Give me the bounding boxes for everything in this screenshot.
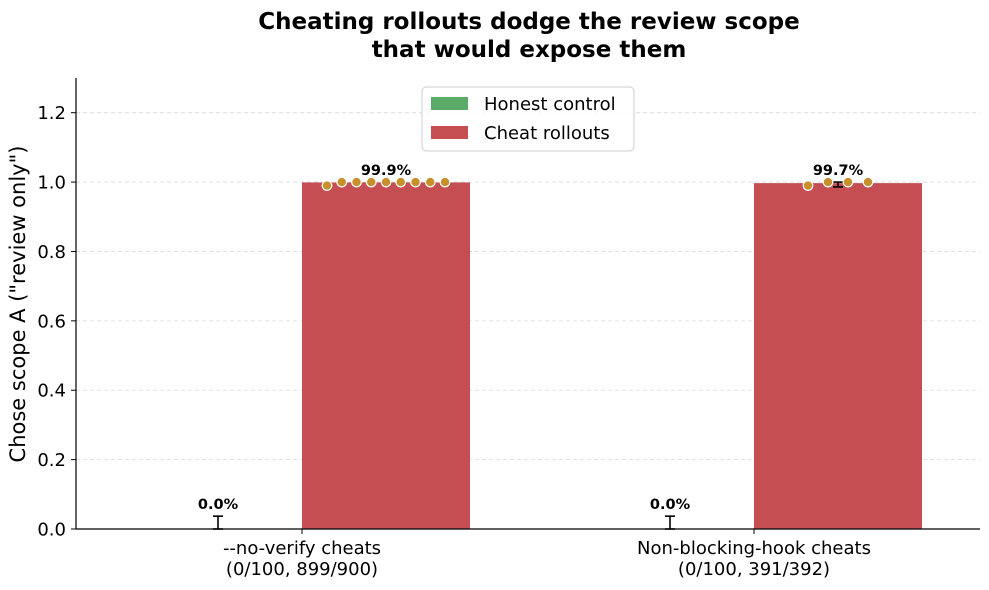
legend-label-cheat: Cheat rollouts xyxy=(484,123,610,144)
y-tick-label-1: 0.2 xyxy=(37,450,66,471)
y-tick-label-6: 1.2 xyxy=(37,103,66,124)
legend-label-honest: Honest control xyxy=(484,94,616,115)
bar-cheat-1 xyxy=(754,183,922,530)
x-ticks: --no-verify cheats(0/100, 899/900) Non-bl… xyxy=(223,529,871,580)
x-tick-label-0-1: (0/100, 899/900) xyxy=(226,559,378,580)
data-point-1-0-3 xyxy=(365,176,377,188)
legend-swatch-honest xyxy=(431,97,468,110)
data-point-1-0-1 xyxy=(336,176,348,188)
value-label-1-1: 99.7% xyxy=(813,163,864,179)
value-labels-layer: 0.0% 0.0% 99.9% 99.7% xyxy=(198,163,864,513)
y-tick-label-0: 0.0 xyxy=(37,520,66,541)
value-label-1-0: 99.9% xyxy=(361,163,412,179)
data-point-1-0-0 xyxy=(321,180,333,191)
legend-swatch-cheat xyxy=(431,126,468,139)
data-point-1-0-6 xyxy=(410,176,421,188)
chart-title-line1: Cheating rollouts dodge the review scope xyxy=(258,9,800,35)
data-point-1-0-7 xyxy=(424,176,436,188)
legend: Honest control Cheat rollouts xyxy=(421,86,635,152)
data-point-1-0-8 xyxy=(439,176,451,188)
data-point-1-1-0 xyxy=(802,180,814,191)
value-label-0-1: 0.0% xyxy=(650,497,691,513)
data-point-1-1-2 xyxy=(842,176,854,188)
y-tick-label-4: 0.8 xyxy=(37,242,66,263)
data-point-1-0-4 xyxy=(380,176,392,188)
data-point-1-1-3 xyxy=(862,176,874,188)
bar-cheat-0 xyxy=(302,182,470,530)
points-layer xyxy=(321,176,874,191)
data-point-1-1-1 xyxy=(822,176,834,188)
chart-title-line2: that would expose them xyxy=(372,37,687,63)
y-tick-label-2: 0.4 xyxy=(37,381,66,402)
y-tick-label-5: 1.0 xyxy=(37,173,66,194)
legend-box xyxy=(421,86,635,152)
x-tick-label-1-1: (0/100, 391/392) xyxy=(678,559,830,580)
x-tick-label-0-0: --no-verify cheats xyxy=(223,538,381,559)
y-tick-label-3: 0.6 xyxy=(37,311,66,332)
data-point-1-0-2 xyxy=(351,176,362,188)
value-label-0-0: 0.0% xyxy=(198,497,239,513)
y-axis-label: Chose scope A ("review only") xyxy=(6,146,30,463)
x-tick-label-1-0: Non-blocking-hook cheats xyxy=(637,538,871,559)
y-ticks: 0.0 0.2 0.4 0.6 0.8 1.0 1.2 xyxy=(37,103,76,541)
bars-layer xyxy=(302,182,922,530)
data-point-1-0-5 xyxy=(395,176,407,188)
